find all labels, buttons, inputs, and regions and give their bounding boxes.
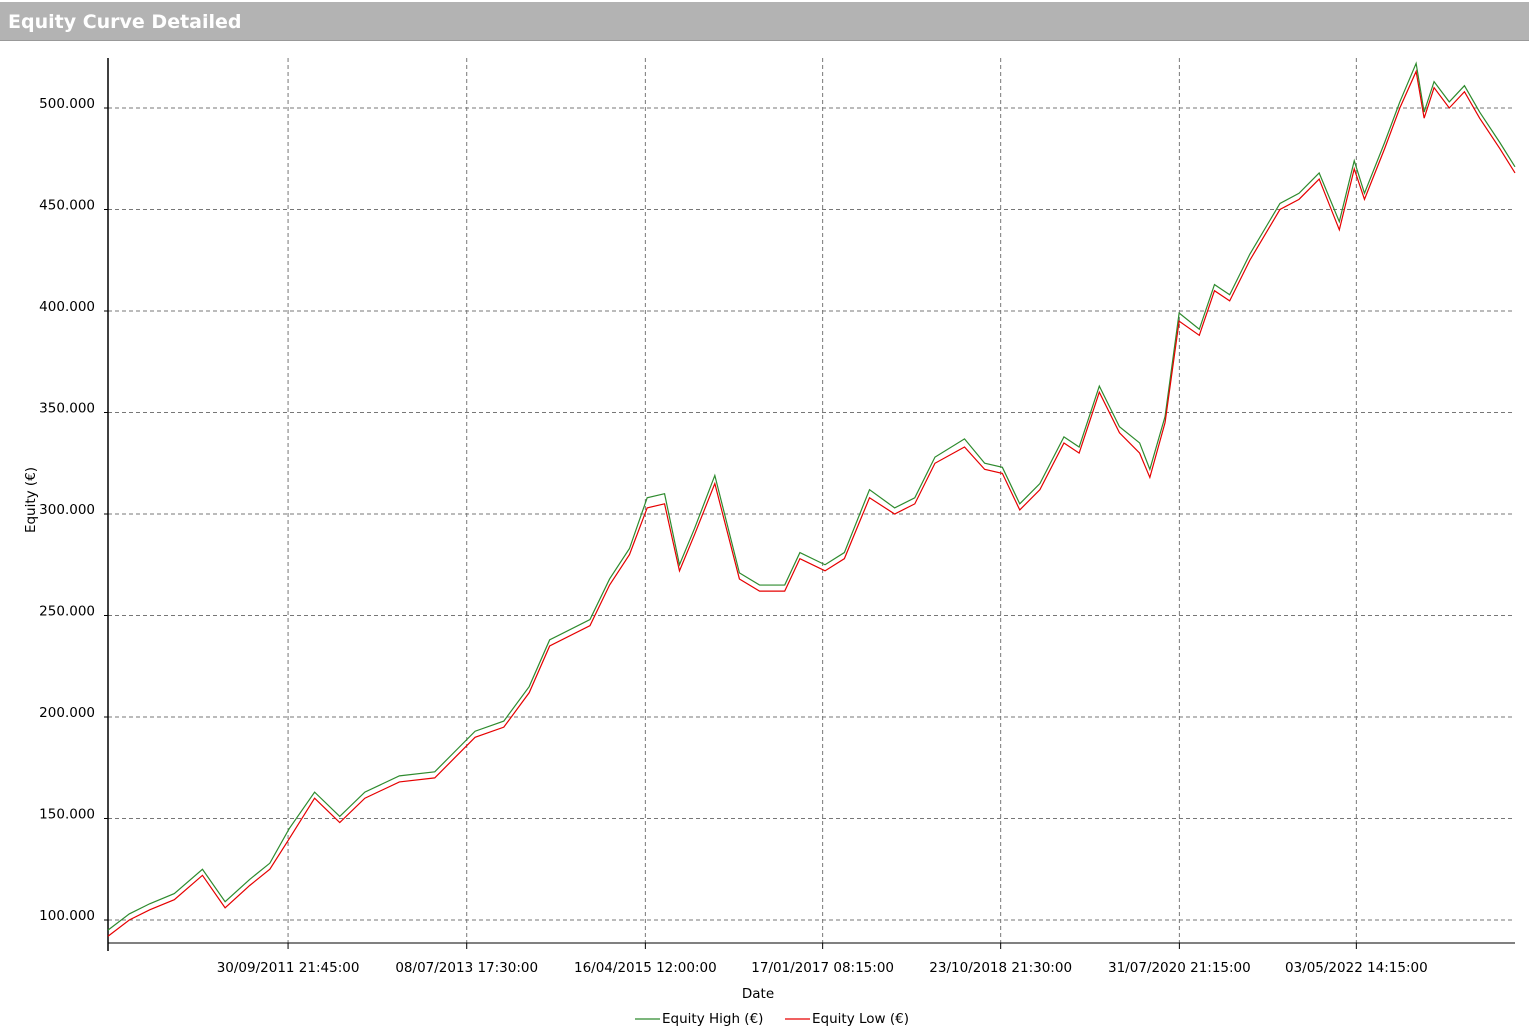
x-tick-label: 31/07/2020 21:15:00: [1108, 960, 1251, 976]
y-tick-label: 350.000: [39, 400, 95, 416]
y-tick-label: 200.000: [39, 705, 95, 721]
x-tick-label: 23/10/2018 21:30:00: [929, 960, 1072, 976]
legend-label: Equity Low (€): [812, 1011, 909, 1027]
y-tick-label: 100.000: [39, 908, 95, 924]
x-axis-label: Date: [742, 986, 774, 1002]
y-tick-label: 300.000: [39, 502, 95, 518]
title-bar: Equity Curve Detailed: [0, 2, 1529, 41]
y-tick-label: 450.000: [39, 197, 95, 213]
equity-line: [107, 61, 1516, 931]
x-tick-label: 30/09/2011 21:45:00: [217, 960, 360, 976]
x-tick-label: 16/04/2015 12:00:00: [574, 960, 717, 976]
y-tick-label: 150.000: [39, 806, 95, 822]
x-tick-label: 03/05/2022 14:15:00: [1285, 960, 1428, 976]
equity-line: [107, 69, 1516, 937]
window-title: Equity Curve Detailed: [8, 11, 242, 33]
y-axis-label: Equity (€): [23, 467, 39, 533]
legend-label: Equity High (€): [662, 1011, 763, 1027]
y-tick-label: 400.000: [39, 299, 95, 315]
y-tick-label: 250.000: [39, 603, 95, 619]
y-tick-label: 500.000: [39, 96, 95, 112]
x-tick-label: 17/01/2017 08:15:00: [751, 960, 894, 976]
x-tick-label: 08/07/2013 17:30:00: [395, 960, 538, 976]
